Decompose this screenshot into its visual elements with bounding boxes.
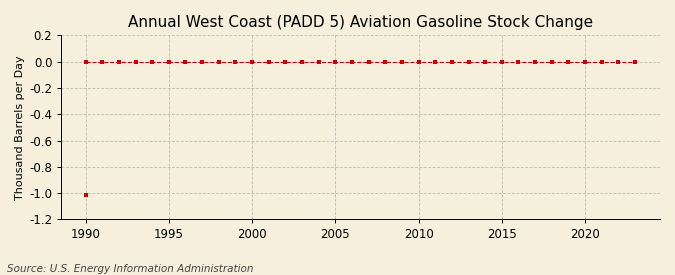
Y-axis label: Thousand Barrels per Day: Thousand Barrels per Day (15, 55, 25, 200)
Text: Source: U.S. Energy Information Administration: Source: U.S. Energy Information Administ… (7, 264, 253, 274)
Title: Annual West Coast (PADD 5) Aviation Gasoline Stock Change: Annual West Coast (PADD 5) Aviation Gaso… (128, 15, 593, 30)
